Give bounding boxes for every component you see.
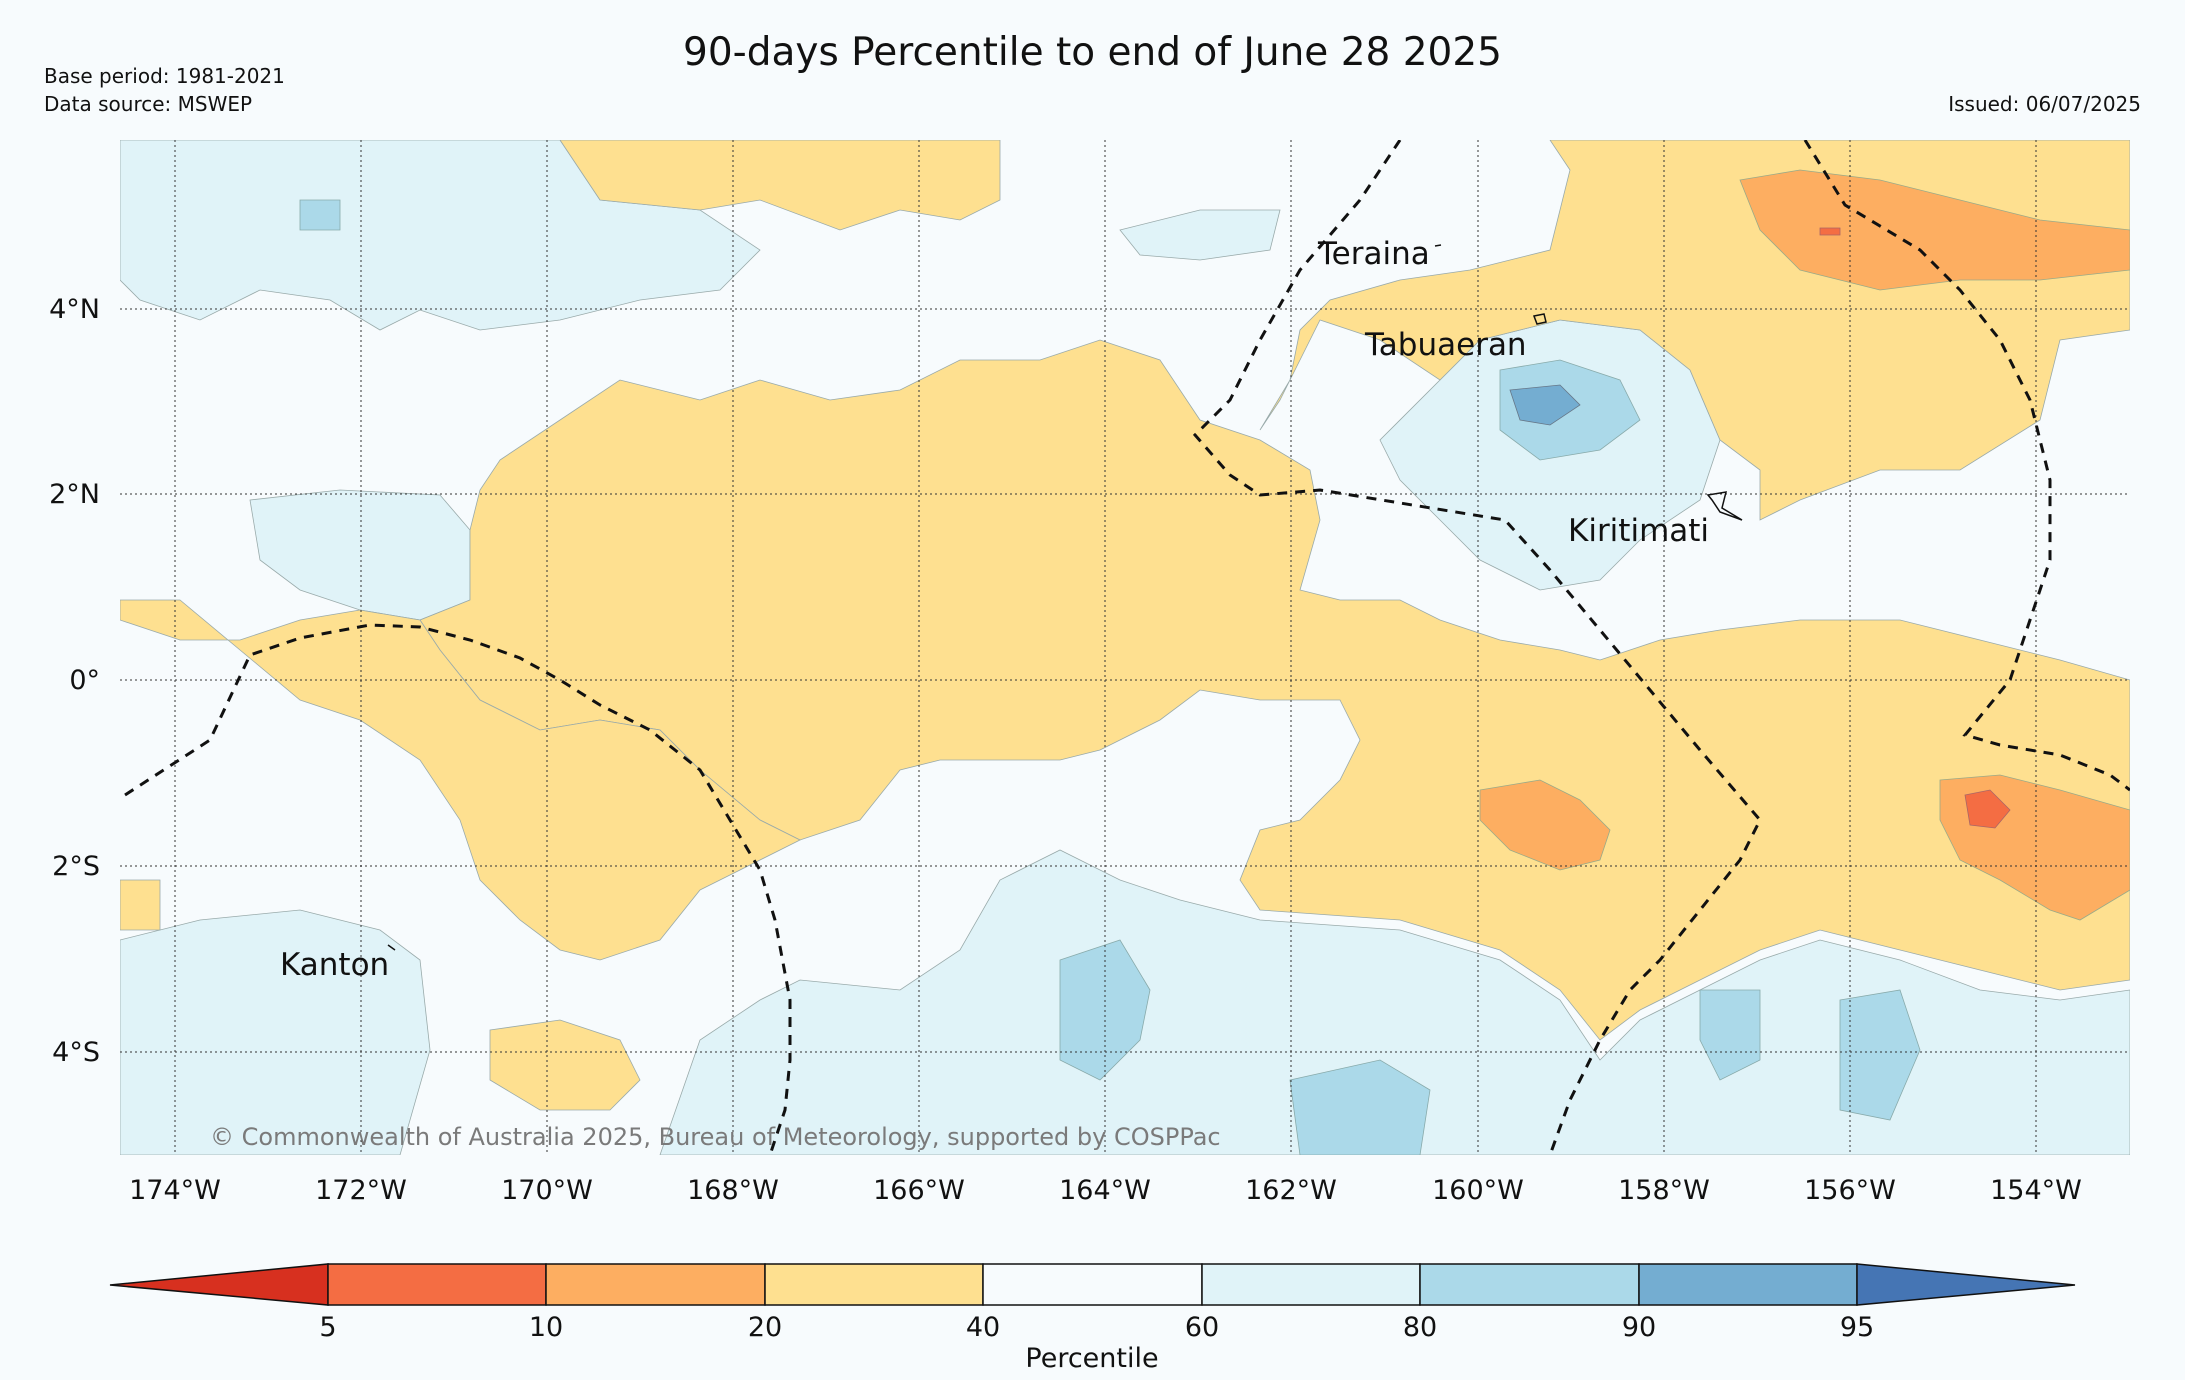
region-se-red [1964, 789, 2011, 829]
colorbar-tick-label: 40 [966, 1312, 1000, 1343]
colorbar-tick-label: 20 [748, 1312, 782, 1343]
colorbar-tick-label: 10 [529, 1312, 563, 1343]
region-s-blue-3 [1699, 989, 1761, 1081]
region-nw-blue-patch [299, 199, 341, 231]
base-period: Base period: 1981-2021 [44, 64, 285, 88]
colorbar-band [764, 1263, 984, 1306]
colorbar-label: Percentile [1025, 1343, 1158, 1374]
region-s-blue-4 [1839, 989, 1921, 1121]
colorbar-band [982, 1263, 1203, 1306]
region-sw-yellow [120, 599, 801, 961]
colorbar-extend-low [109, 1263, 329, 1306]
place-label-kiritimati: Kiritimati [1568, 513, 1709, 549]
place-label-teraina: Teraina [1317, 236, 1430, 272]
copyright-notice: © Commonwealth of Australia 2025, Bureau… [210, 1123, 1221, 1151]
kanton-eez-boundary [124, 623, 792, 1155]
colorbar-band [1638, 1263, 1858, 1306]
colorbar-tick-label: 80 [1403, 1312, 1437, 1343]
lon-tick-label: 162°W [1245, 1175, 1337, 1206]
lon-tick-label: 172°W [315, 1175, 407, 1206]
colorbar-band [1201, 1263, 1421, 1306]
lat-tick-label: 0° [69, 665, 100, 696]
latitude-ticks: 4°N 2°N 0° 2°S 4°S [49, 294, 100, 1068]
lon-tick-label: 170°W [501, 1175, 593, 1206]
region-w-yellow-patch [120, 879, 161, 931]
lat-tick-label: 4°N [49, 294, 100, 325]
graticule [120, 140, 2130, 1155]
lon-tick-label: 174°W [129, 1175, 221, 1206]
region-north-patch [1119, 209, 1281, 261]
region-sw-light-blue [120, 909, 431, 1155]
data-source: Data source: MSWEP [44, 92, 253, 116]
map-title: 90-days Percentile to end of June 28 202… [683, 30, 1502, 75]
region-s-light-blue [659, 849, 2130, 1155]
map-panel: Teraina Tabuaeran Kiritimati Kanton © Co… [120, 140, 2130, 1155]
colorbar-tick-label: 95 [1840, 1312, 1874, 1343]
lat-tick-label: 4°S [52, 1037, 100, 1068]
colorbar-band [1419, 1263, 1640, 1306]
colorbar-extend-high [1856, 1263, 2076, 1306]
region-ne-red [1819, 227, 1841, 236]
region-n-yellow [559, 140, 1001, 231]
colorbar-ticks: 5 10 20 40 60 80 90 95 [319, 1312, 1874, 1343]
colorbar: 5 10 20 40 60 80 90 95 Percentile [109, 1263, 2076, 1374]
lon-tick-label: 158°W [1618, 1175, 1710, 1206]
lon-tick-label: 164°W [1059, 1175, 1151, 1206]
band-10-20-regions [1479, 169, 2130, 921]
place-label-kanton: Kanton [280, 947, 389, 983]
line-islands-east-boundary [1803, 140, 2130, 792]
band-20-40-regions [120, 140, 2130, 1111]
lon-tick-label: 166°W [873, 1175, 965, 1206]
colorbar-tick-label: 5 [319, 1312, 336, 1343]
lon-tick-label: 160°W [1432, 1175, 1524, 1206]
lat-tick-label: 2°S [52, 851, 100, 882]
colorbar-band [327, 1263, 547, 1306]
region-s-blue-2 [1289, 1059, 1431, 1155]
colorbar-tick-label: 90 [1622, 1312, 1656, 1343]
lat-tick-label: 2°N [49, 479, 100, 510]
issued-date: Issued: 06/07/2025 [1948, 92, 2141, 116]
eez-boundaries [124, 140, 2130, 1155]
region-ne-orange [1739, 169, 2130, 291]
place-label-tabuaeran: Tabuaeran [1364, 327, 1527, 363]
region-90-95 [1509, 384, 1581, 426]
lon-tick-label: 156°W [1804, 1175, 1896, 1206]
kiritimati-island [1706, 491, 1743, 521]
teraina-island [1434, 244, 1442, 247]
islands [387, 244, 1743, 951]
kanton-island [387, 944, 396, 951]
region-s-yellow-patch [489, 1019, 641, 1111]
colorbar-tick-label: 60 [1185, 1312, 1219, 1343]
lon-tick-label: 154°W [1990, 1175, 2082, 1206]
line-islands-west-boundary [1192, 140, 1762, 1155]
band-80-90-regions [299, 199, 1921, 1155]
region-central-orange [1479, 779, 1611, 871]
colorbar-band [545, 1263, 766, 1306]
tabuaeran-island [1532, 313, 1547, 325]
longitude-ticks: 174°W 172°W 170°W 168°W 166°W 164°W 162°… [129, 1175, 2082, 1206]
band-5-10-regions [1819, 227, 2011, 829]
lon-tick-label: 168°W [687, 1175, 779, 1206]
